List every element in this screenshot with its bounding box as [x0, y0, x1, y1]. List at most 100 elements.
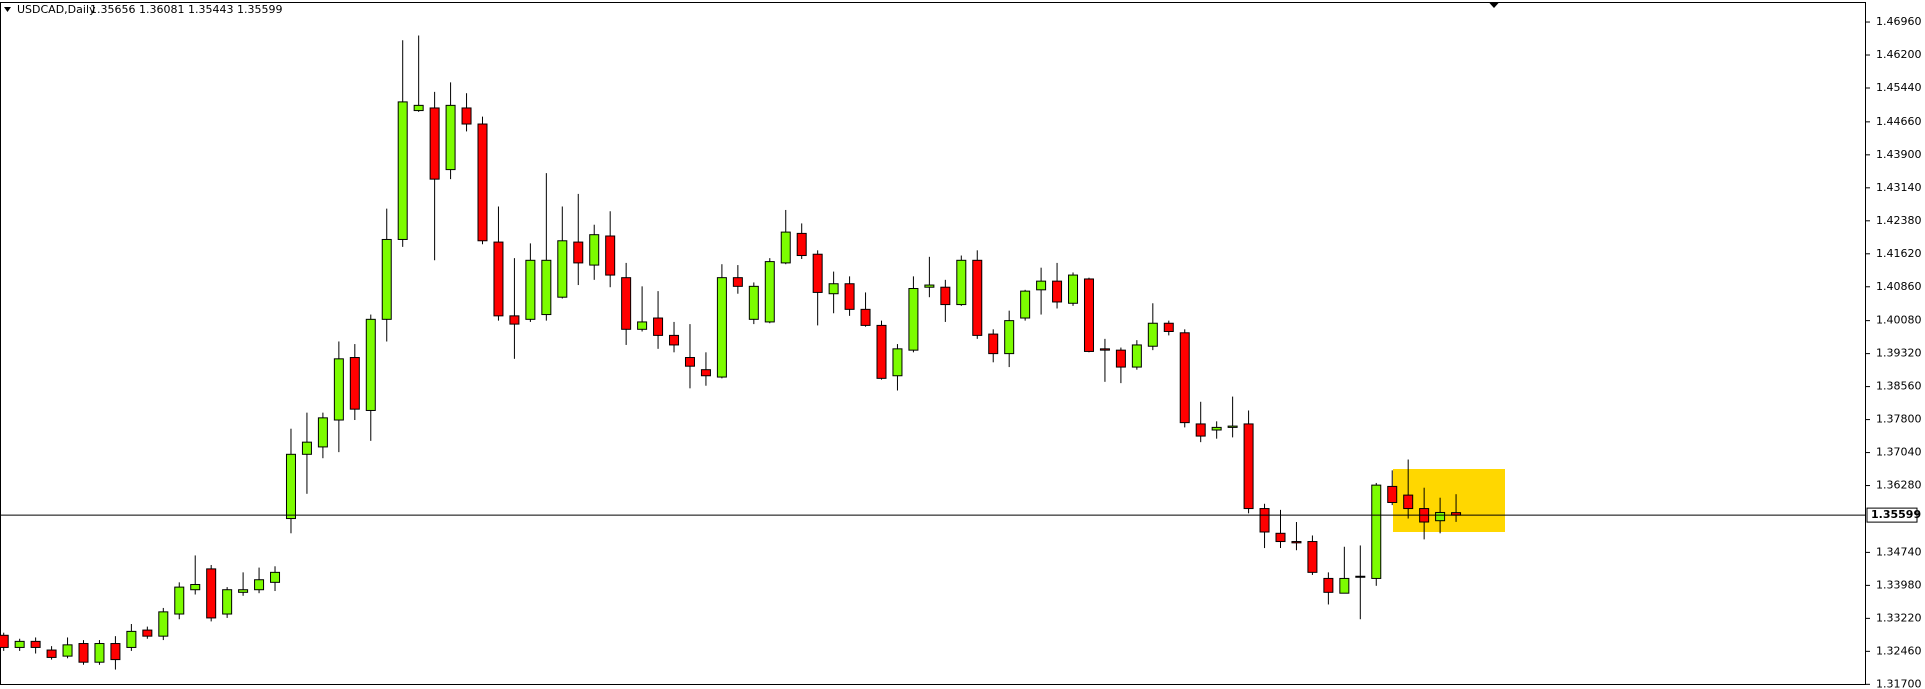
y-tick-label: 1.38560 — [1876, 380, 1922, 393]
candle-body — [956, 259, 967, 306]
candle-body — [1291, 541, 1302, 544]
y-tick-label: 1.34740 — [1876, 545, 1922, 558]
header-close: 1.35599 — [237, 3, 283, 16]
candle-body — [605, 235, 616, 276]
y-tick-label: 1.40080 — [1876, 314, 1922, 327]
y-tick-label: 1.39320 — [1876, 347, 1922, 360]
header-open: 1.35656 — [90, 3, 136, 16]
y-tick-label: 1.44660 — [1876, 115, 1922, 128]
candle-body — [716, 277, 727, 378]
candle-body — [844, 283, 855, 310]
candle-body — [796, 232, 807, 257]
candle-body — [812, 253, 823, 293]
candle-body — [1227, 425, 1238, 428]
candle-body — [940, 286, 951, 306]
candle-body — [1179, 332, 1190, 424]
candle-body — [1403, 494, 1414, 510]
candle-body — [653, 317, 664, 336]
y-tick-label: 1.42380 — [1876, 214, 1922, 227]
candle-body — [780, 231, 791, 264]
candle-body — [621, 277, 632, 330]
candle-body — [908, 288, 919, 351]
candle-body — [14, 640, 25, 648]
y-tick-label: 1.45440 — [1876, 81, 1922, 94]
candle-body — [78, 643, 89, 663]
candle-body — [557, 240, 568, 298]
candle-body — [1243, 423, 1254, 510]
candle-body — [285, 453, 296, 520]
y-tick-label: 1.46960 — [1876, 15, 1922, 28]
candle-body — [126, 630, 137, 648]
candle-body — [429, 107, 440, 180]
candle-body — [1004, 320, 1015, 355]
candle-body — [1211, 426, 1222, 431]
y-tick-label: 1.46200 — [1876, 48, 1922, 61]
candle-body — [525, 259, 536, 320]
candle-body — [764, 261, 775, 323]
candle-body — [1307, 541, 1318, 573]
candle-body — [573, 241, 584, 264]
y-tick-label: 1.32460 — [1876, 644, 1922, 657]
y-tick-label: 1.36280 — [1876, 479, 1922, 492]
candle-body — [62, 644, 73, 657]
y-tick-label: 1.33980 — [1876, 578, 1922, 591]
candle-body — [477, 123, 488, 242]
symbol-menu-arrow[interactable] — [4, 7, 11, 12]
candle-body — [1275, 532, 1286, 543]
candle-body — [110, 643, 121, 661]
candle-body — [238, 589, 249, 593]
candle-body — [461, 107, 472, 125]
candle-body — [365, 318, 376, 411]
current-price-box — [1866, 507, 1918, 523]
candle-body — [1083, 278, 1094, 352]
candle-body — [1036, 280, 1047, 291]
candle-body — [174, 586, 185, 615]
candle-body — [924, 284, 935, 288]
candle-body — [637, 321, 648, 330]
candle-body — [1339, 577, 1350, 594]
candle-body — [94, 643, 105, 663]
header-low: 1.35443 — [188, 3, 234, 16]
chart-shift-marker — [1489, 2, 1499, 8]
candle-body — [1371, 484, 1382, 579]
chart-header: USDCAD,Daily 1.35656 1.36081 1.35443 1.3… — [17, 3, 283, 16]
candle-body — [1131, 344, 1142, 368]
candle-body — [190, 584, 201, 591]
candle-body — [732, 277, 743, 287]
candle-body — [158, 611, 169, 637]
candle-body — [1020, 290, 1031, 319]
candle-body — [445, 104, 456, 171]
candle-body — [541, 259, 552, 316]
candle-body — [1355, 575, 1366, 578]
candle-body — [1115, 349, 1126, 368]
y-tick-label: 1.37800 — [1876, 413, 1922, 426]
candle-body — [1163, 322, 1174, 332]
candle-body — [1068, 274, 1079, 304]
candle-body — [381, 238, 392, 320]
candle-body — [1195, 423, 1206, 437]
candle-body — [413, 104, 424, 112]
y-tick-label: 1.43900 — [1876, 148, 1922, 161]
candle-body — [1099, 348, 1110, 351]
candle-body — [828, 283, 839, 295]
chart-title: USDCAD,Daily — [17, 3, 96, 16]
y-tick-label: 1.40860 — [1876, 280, 1922, 293]
current-price-label: 1.35599 — [1871, 508, 1921, 521]
candle-body — [509, 315, 520, 325]
candle-body — [206, 568, 217, 619]
candle-body — [270, 571, 281, 583]
candle-body — [1435, 511, 1446, 522]
candle-body — [222, 589, 233, 615]
candle-body — [860, 308, 871, 326]
candle-body — [892, 348, 903, 377]
candle-body — [493, 241, 504, 317]
candle-body — [254, 579, 265, 591]
candle-body — [1323, 577, 1334, 593]
candle-body — [700, 369, 711, 377]
candle-body — [333, 358, 344, 421]
candle-body — [46, 649, 57, 658]
candle-body — [1259, 508, 1270, 533]
candle-body — [30, 640, 41, 648]
